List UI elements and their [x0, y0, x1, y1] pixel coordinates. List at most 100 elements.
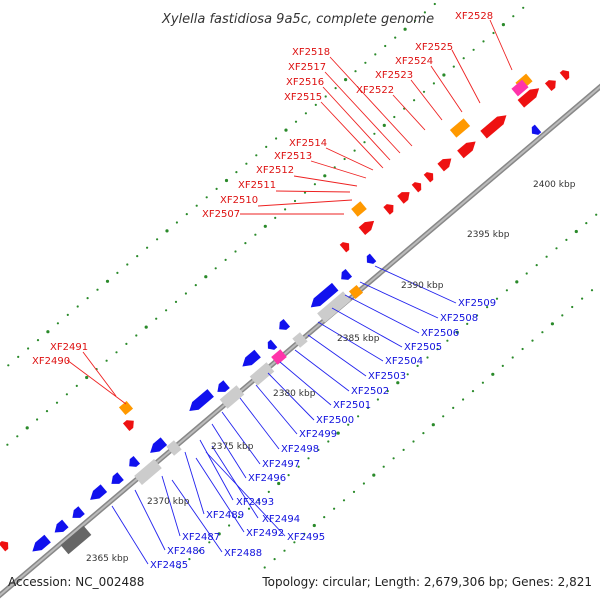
guide-dot [446, 339, 449, 342]
dotted-guide-tracks [6, 2, 598, 569]
guide-dot [531, 339, 534, 342]
reverse-gene-arrow [310, 282, 339, 308]
forward-gene-arrow [423, 172, 434, 183]
other-feature-block [166, 440, 182, 456]
gene-label: XF2522 [356, 85, 394, 96]
leader-line [329, 56, 413, 147]
guide-dot [116, 271, 119, 274]
guide-dot [105, 359, 108, 362]
guide-dot [373, 132, 376, 135]
gene-label: XF2514 [289, 138, 327, 149]
leader-line [489, 19, 513, 71]
guide-dot [294, 120, 298, 123]
guide-dot [501, 364, 504, 367]
gene-label: XF2525 [415, 42, 453, 53]
other-feature-block [60, 525, 92, 555]
guide-dot [384, 44, 387, 48]
forward-gene-arrow [437, 158, 452, 172]
guide-dot [561, 314, 564, 317]
guide-dot [403, 27, 407, 31]
gene-label: XF2500 [316, 415, 354, 426]
guide-dot [284, 128, 288, 132]
guide-dot [178, 566, 181, 569]
gene-label: XF2515 [284, 92, 322, 103]
scale-label: 2395 kbp [467, 230, 510, 240]
scale-label: 2365 kbp [86, 554, 129, 564]
accession-text: Accession: NC_002488 [8, 575, 144, 589]
guide-dot [541, 331, 544, 334]
gene-label: XF2523 [375, 70, 413, 81]
guide-dot [16, 435, 19, 438]
guide-dot [284, 208, 287, 211]
forward-gene-arrow [457, 141, 476, 159]
forward-gene-arrow [0, 541, 9, 552]
guide-dot [422, 90, 426, 93]
guide-dot [512, 15, 515, 18]
pseudo-feature [511, 79, 529, 97]
guide-dot [303, 532, 306, 536]
guide-dot [174, 300, 178, 303]
gene-label: XF2510 [220, 195, 258, 206]
guide-dot [45, 410, 49, 413]
guide-dot [126, 263, 129, 266]
scale-label: 2370 kbp [147, 497, 190, 507]
guide-dot [323, 516, 326, 519]
guide-dot [376, 398, 379, 401]
leader-line [279, 361, 332, 406]
guide-dot [595, 213, 598, 216]
guide-dot [135, 334, 138, 337]
leader-line [239, 397, 280, 450]
guide-dot [432, 82, 435, 85]
guide-dot [334, 87, 337, 90]
leader-line [331, 307, 403, 348]
guide-dot [56, 322, 60, 325]
genome-summary-text: Topology: circular; Length: 2,679,306 bp… [261, 575, 592, 589]
guide-dot [386, 390, 389, 393]
leader-line [294, 349, 350, 392]
gene-label: XF2503 [368, 371, 406, 382]
leader-line [211, 423, 247, 479]
guide-dot [265, 145, 268, 148]
guide-dot [333, 507, 336, 510]
guide-dot [66, 313, 69, 316]
guide-dot [363, 141, 366, 144]
guide-dot [7, 364, 10, 367]
gene-label: XF2508 [440, 313, 478, 324]
guide-dot [55, 401, 59, 404]
guide-dot [431, 423, 435, 427]
reverse-gene-arrow [90, 484, 108, 500]
guide-dot [585, 222, 588, 225]
reverse-gene-arrow [150, 437, 168, 453]
gene-label: XF2504 [385, 356, 423, 367]
leader-line [195, 457, 245, 533]
leader-line [293, 175, 358, 187]
gene-label: XF2489 [206, 510, 244, 521]
leader-line [111, 505, 149, 565]
guide-dot [36, 418, 39, 421]
other-feature-block [317, 291, 351, 323]
guide-dot [374, 53, 377, 56]
forward-gene-arrow [358, 220, 375, 235]
gene-label: XF2509 [458, 298, 496, 309]
guide-dot [394, 36, 397, 39]
gene-label: XF2528 [455, 11, 493, 22]
leader-line [359, 281, 439, 319]
guide-dot [323, 174, 327, 178]
gene-label: XF2494 [262, 514, 300, 525]
guide-dot [287, 474, 290, 477]
guide-dot [486, 306, 489, 309]
guide-dot [462, 57, 465, 60]
guide-dot [372, 473, 376, 477]
gene-label: XF2507 [202, 209, 240, 220]
guide-dot [362, 482, 365, 485]
guide-dot [442, 73, 446, 77]
guide-dot [574, 229, 578, 234]
guide-dot [423, 11, 426, 14]
leader-line [134, 489, 166, 551]
guide-dot [481, 381, 484, 384]
guide-dot [75, 384, 78, 387]
gene-label: XF2493 [236, 497, 274, 508]
guide-dot [293, 199, 297, 203]
guide-dot [263, 566, 266, 569]
guide-dot [550, 322, 555, 326]
